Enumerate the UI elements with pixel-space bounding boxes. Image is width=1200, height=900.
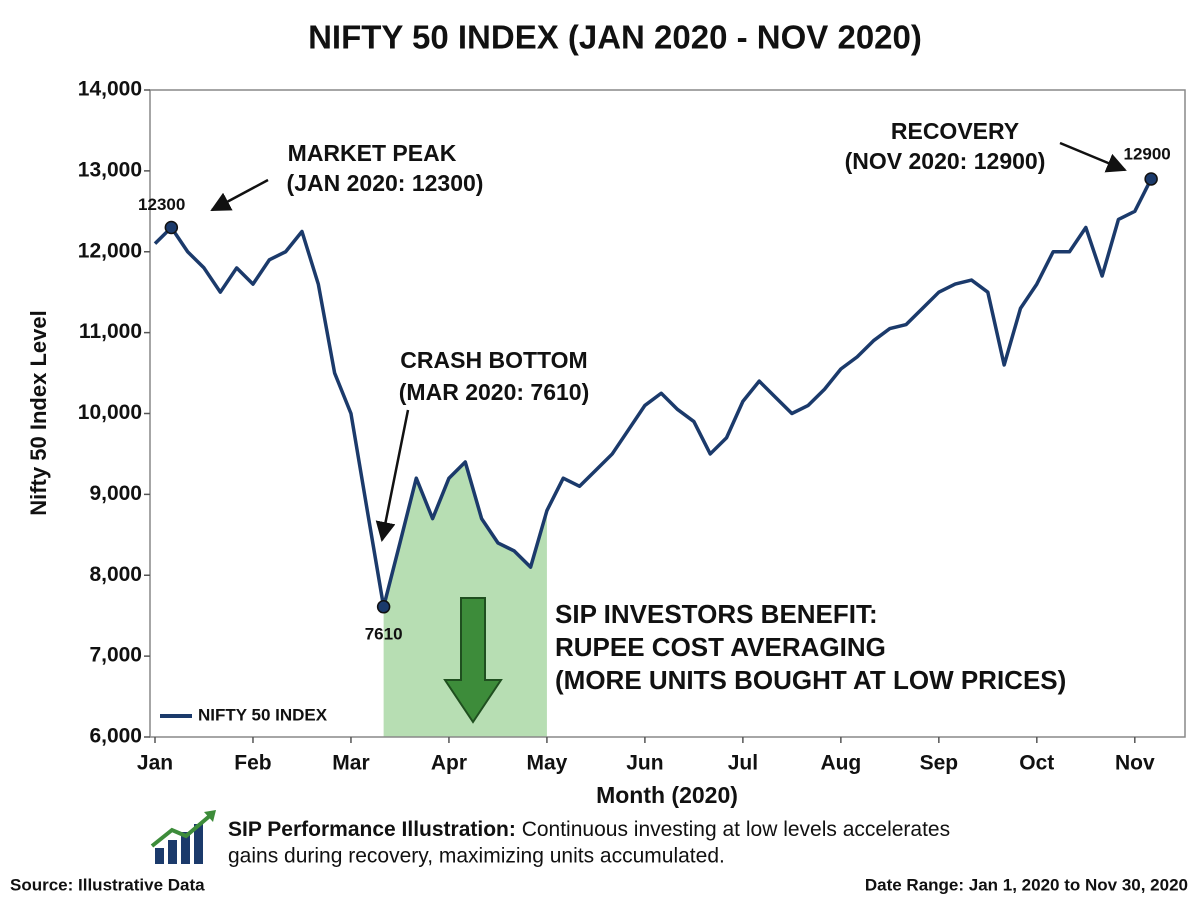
highlight-point — [1144, 172, 1158, 186]
y-tick-label: 13,000 — [78, 158, 142, 181]
x-tick-label: Sep — [920, 752, 959, 775]
annotation: MARKET PEAK — [288, 140, 457, 166]
y-tick-label: 11,000 — [79, 320, 142, 343]
x-tick-label: Jun — [626, 752, 663, 775]
footer-text: SIP Performance Illustration: Continuous… — [228, 818, 950, 841]
annotation: (MORE UNITS BOUGHT AT LOW PRICES) — [555, 665, 1066, 695]
x-tick-label: Nov — [1115, 752, 1155, 775]
arrow — [1059, 141, 1127, 173]
data-label: 12300 — [138, 195, 185, 214]
date-range: Date Range: Jan 1, 2020 to Nov 30, 2020 — [865, 875, 1188, 894]
y-axis-label: Nifty 50 Index Level — [26, 310, 51, 515]
down-arrow — [443, 597, 503, 724]
highlight-point — [376, 600, 391, 614]
annotation: RUPEE COST AVERAGING — [555, 632, 886, 662]
chart-title: NIFTY 50 INDEX (JAN 2020 - NOV 2020) — [308, 19, 922, 56]
highlight-point — [164, 220, 179, 235]
x-tick-label: Aug — [820, 752, 861, 775]
y-tick-label: 8,000 — [89, 563, 142, 586]
annotation: SIP INVESTORS BENEFIT: — [555, 599, 878, 629]
arrow — [210, 178, 269, 212]
icon — [150, 810, 216, 864]
y-tick-label: 7,000 — [89, 644, 142, 667]
arrow — [375, 409, 410, 542]
y-tick-label: 14,000 — [78, 78, 142, 101]
footer-line: gains during recovery, maximizing units … — [228, 845, 725, 868]
footer-line: Continuous investing at low levels accel… — [522, 818, 950, 841]
x-tick-label: Feb — [234, 752, 271, 775]
annotation: (NOV 2020: 12900) — [845, 148, 1046, 174]
x-tick-label: Mar — [332, 752, 369, 775]
y-tick-label: 9,000 — [89, 482, 142, 505]
y-tick-label: 10,000 — [78, 401, 142, 424]
y-tick-label: 12,000 — [78, 239, 142, 262]
x-tick-label: Jul — [728, 752, 758, 775]
data-label: 12900 — [1123, 144, 1170, 163]
x-axis-label: Month (2020) — [596, 782, 738, 808]
x-tick-label: May — [526, 752, 567, 775]
y-tick-label: 6,000 — [89, 725, 142, 748]
legend-label: NIFTY 50 INDEX — [198, 705, 328, 724]
data-label: 7610 — [365, 624, 403, 643]
line — [153, 178, 1153, 609]
source: Source: Illustrative Data — [10, 875, 205, 894]
annotation: (JAN 2020: 12300) — [287, 170, 484, 196]
x-tick-label: Oct — [1019, 752, 1054, 775]
footer-heading: SIP Performance Illustration: — [228, 818, 516, 841]
annotation: CRASH BOTTOM — [400, 347, 587, 373]
x-tick-label: Apr — [431, 752, 467, 775]
annotation: RECOVERY — [891, 118, 1019, 144]
x-tick-label: Jan — [137, 752, 173, 775]
annotation: (MAR 2020: 7610) — [399, 379, 589, 405]
